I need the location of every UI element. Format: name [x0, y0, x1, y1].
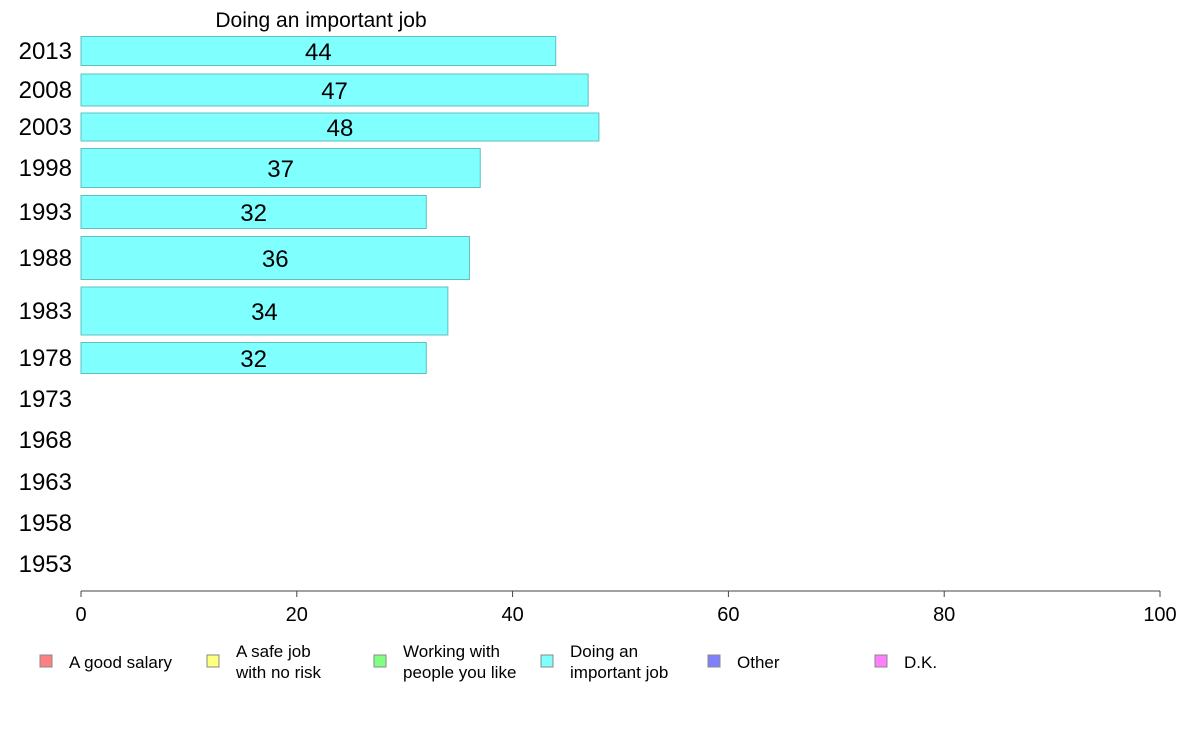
bar-value-label: 48 [327, 115, 354, 142]
category-label: 1978 [19, 345, 72, 372]
bar-value-label: 37 [267, 156, 294, 183]
category-label: 1963 [19, 469, 72, 496]
legend-label: with no risk [235, 663, 322, 682]
legend-swatch [39, 654, 53, 668]
category-label: 1958 [19, 510, 72, 537]
legend-label: A good salary [69, 653, 173, 672]
x-axis: 0 20 40 60 80 100 [75, 590, 1177, 626]
bar-value-label: 32 [240, 200, 267, 227]
category-label: 1988 [19, 245, 72, 272]
legend-label: D.K. [904, 653, 937, 672]
bar-value-label: 32 [240, 346, 267, 373]
legend: A good salary A safe job with no risk Worki… [39, 642, 937, 682]
chart-title: Doing an important job [215, 9, 426, 32]
legend-label: important job [570, 663, 668, 682]
legend-swatch [707, 654, 721, 668]
legend-swatch [540, 654, 554, 668]
category-label: 2008 [19, 77, 72, 104]
bar [80, 112, 600, 142]
bar [80, 342, 427, 374]
bar-value-label: 44 [305, 39, 332, 66]
x-tick-label: 0 [75, 604, 86, 626]
legend-swatch [206, 654, 220, 668]
bar [80, 236, 470, 280]
legend-label: A safe job [236, 642, 311, 661]
category-label: 1953 [19, 551, 72, 578]
legend-label: Doing an [570, 642, 638, 661]
x-tick-label: 100 [1143, 604, 1176, 626]
category-label: 1968 [19, 427, 72, 454]
x-tick-label: 40 [501, 604, 523, 626]
x-tick-label: 80 [933, 604, 955, 626]
category-label: 1973 [19, 386, 72, 413]
bar [80, 286, 449, 336]
category-label: 1998 [19, 155, 72, 182]
legend-label: Other [737, 653, 780, 672]
bar-value-label: 36 [262, 246, 289, 273]
category-label: 2003 [19, 114, 72, 141]
x-tick-label: 20 [286, 604, 308, 626]
legend-swatch [874, 654, 888, 668]
category-labels: 2013 2008 2003 1998 1993 1988 1983 1978 1973 1968… [19, 38, 72, 578]
category-label: 2013 [19, 38, 72, 65]
bar [80, 36, 557, 66]
bar [80, 195, 427, 229]
legend-swatch [373, 654, 387, 668]
legend-label: Working with [403, 642, 500, 661]
bar [80, 148, 481, 188]
legend-label: people you like [403, 663, 516, 682]
x-tick-label: 60 [717, 604, 739, 626]
category-label: 1993 [19, 199, 72, 226]
bar [80, 73, 589, 107]
bar-value-label: 47 [321, 78, 348, 105]
bar-value-label: 34 [251, 299, 278, 326]
category-label: 1983 [19, 298, 72, 325]
